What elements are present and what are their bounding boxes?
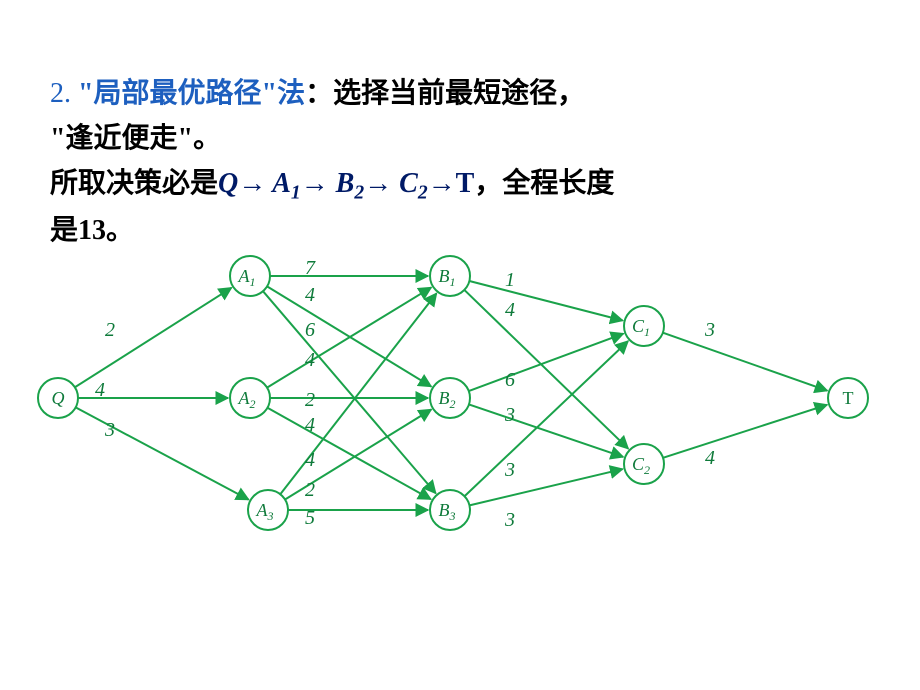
- edge-B3-C2: [469, 469, 622, 505]
- edge-weight-A3-B1: 4: [305, 449, 315, 471]
- edge-weight-B3-C2: 3: [504, 509, 515, 531]
- edge-B2-C2: [469, 404, 623, 456]
- edge-C2-T: [663, 405, 827, 458]
- node-label-T: T: [843, 388, 854, 408]
- edge-weight-B1-C1: 1: [505, 269, 515, 291]
- edge-Q-A3: [76, 407, 249, 499]
- edge-weight-A2-B1: 4: [305, 349, 315, 371]
- edge-weight-B2-C2: 3: [504, 404, 515, 426]
- edge-weight-B3-C1: 3: [504, 459, 515, 481]
- edge-weight-Q-A2: 4: [95, 379, 105, 401]
- edge-weight-C1-T: 3: [704, 319, 715, 341]
- edge-A3-B1: [280, 293, 436, 494]
- edge-weight-B1-C2: 4: [505, 299, 515, 321]
- edge-weight-A1-B2: 4: [305, 284, 315, 306]
- graph-svg: QA1A2A3B1B2B3C1C2T 24374642442514633334: [0, 0, 920, 690]
- edge-B1-C2: [464, 290, 628, 449]
- edge-weight-A2-B2: 2: [305, 389, 315, 411]
- edge-weight-Q-A3: 3: [104, 419, 115, 441]
- edge-weight-A2-B3: 4: [305, 414, 315, 436]
- edge-Q-A1: [75, 288, 232, 387]
- edge-weight-A1-B3: 6: [305, 319, 315, 341]
- edge-weight-B2-C1: 6: [505, 369, 515, 391]
- edge-B2-C1: [469, 334, 624, 391]
- edge-A2-B3: [267, 408, 430, 499]
- edge-weight-C2-T: 4: [705, 447, 715, 469]
- edge-B1-C1: [469, 281, 622, 321]
- node-label-Q: Q: [52, 388, 65, 408]
- edge-weight-A1-B1: 7: [305, 257, 316, 279]
- edge-C1-T: [663, 333, 827, 391]
- edge-A1-B3: [263, 291, 436, 493]
- edge-weight-A3-B2: 2: [305, 479, 315, 501]
- edge-weight-Q-A1: 2: [105, 319, 115, 341]
- edge-weight-A3-B3: 5: [305, 507, 315, 529]
